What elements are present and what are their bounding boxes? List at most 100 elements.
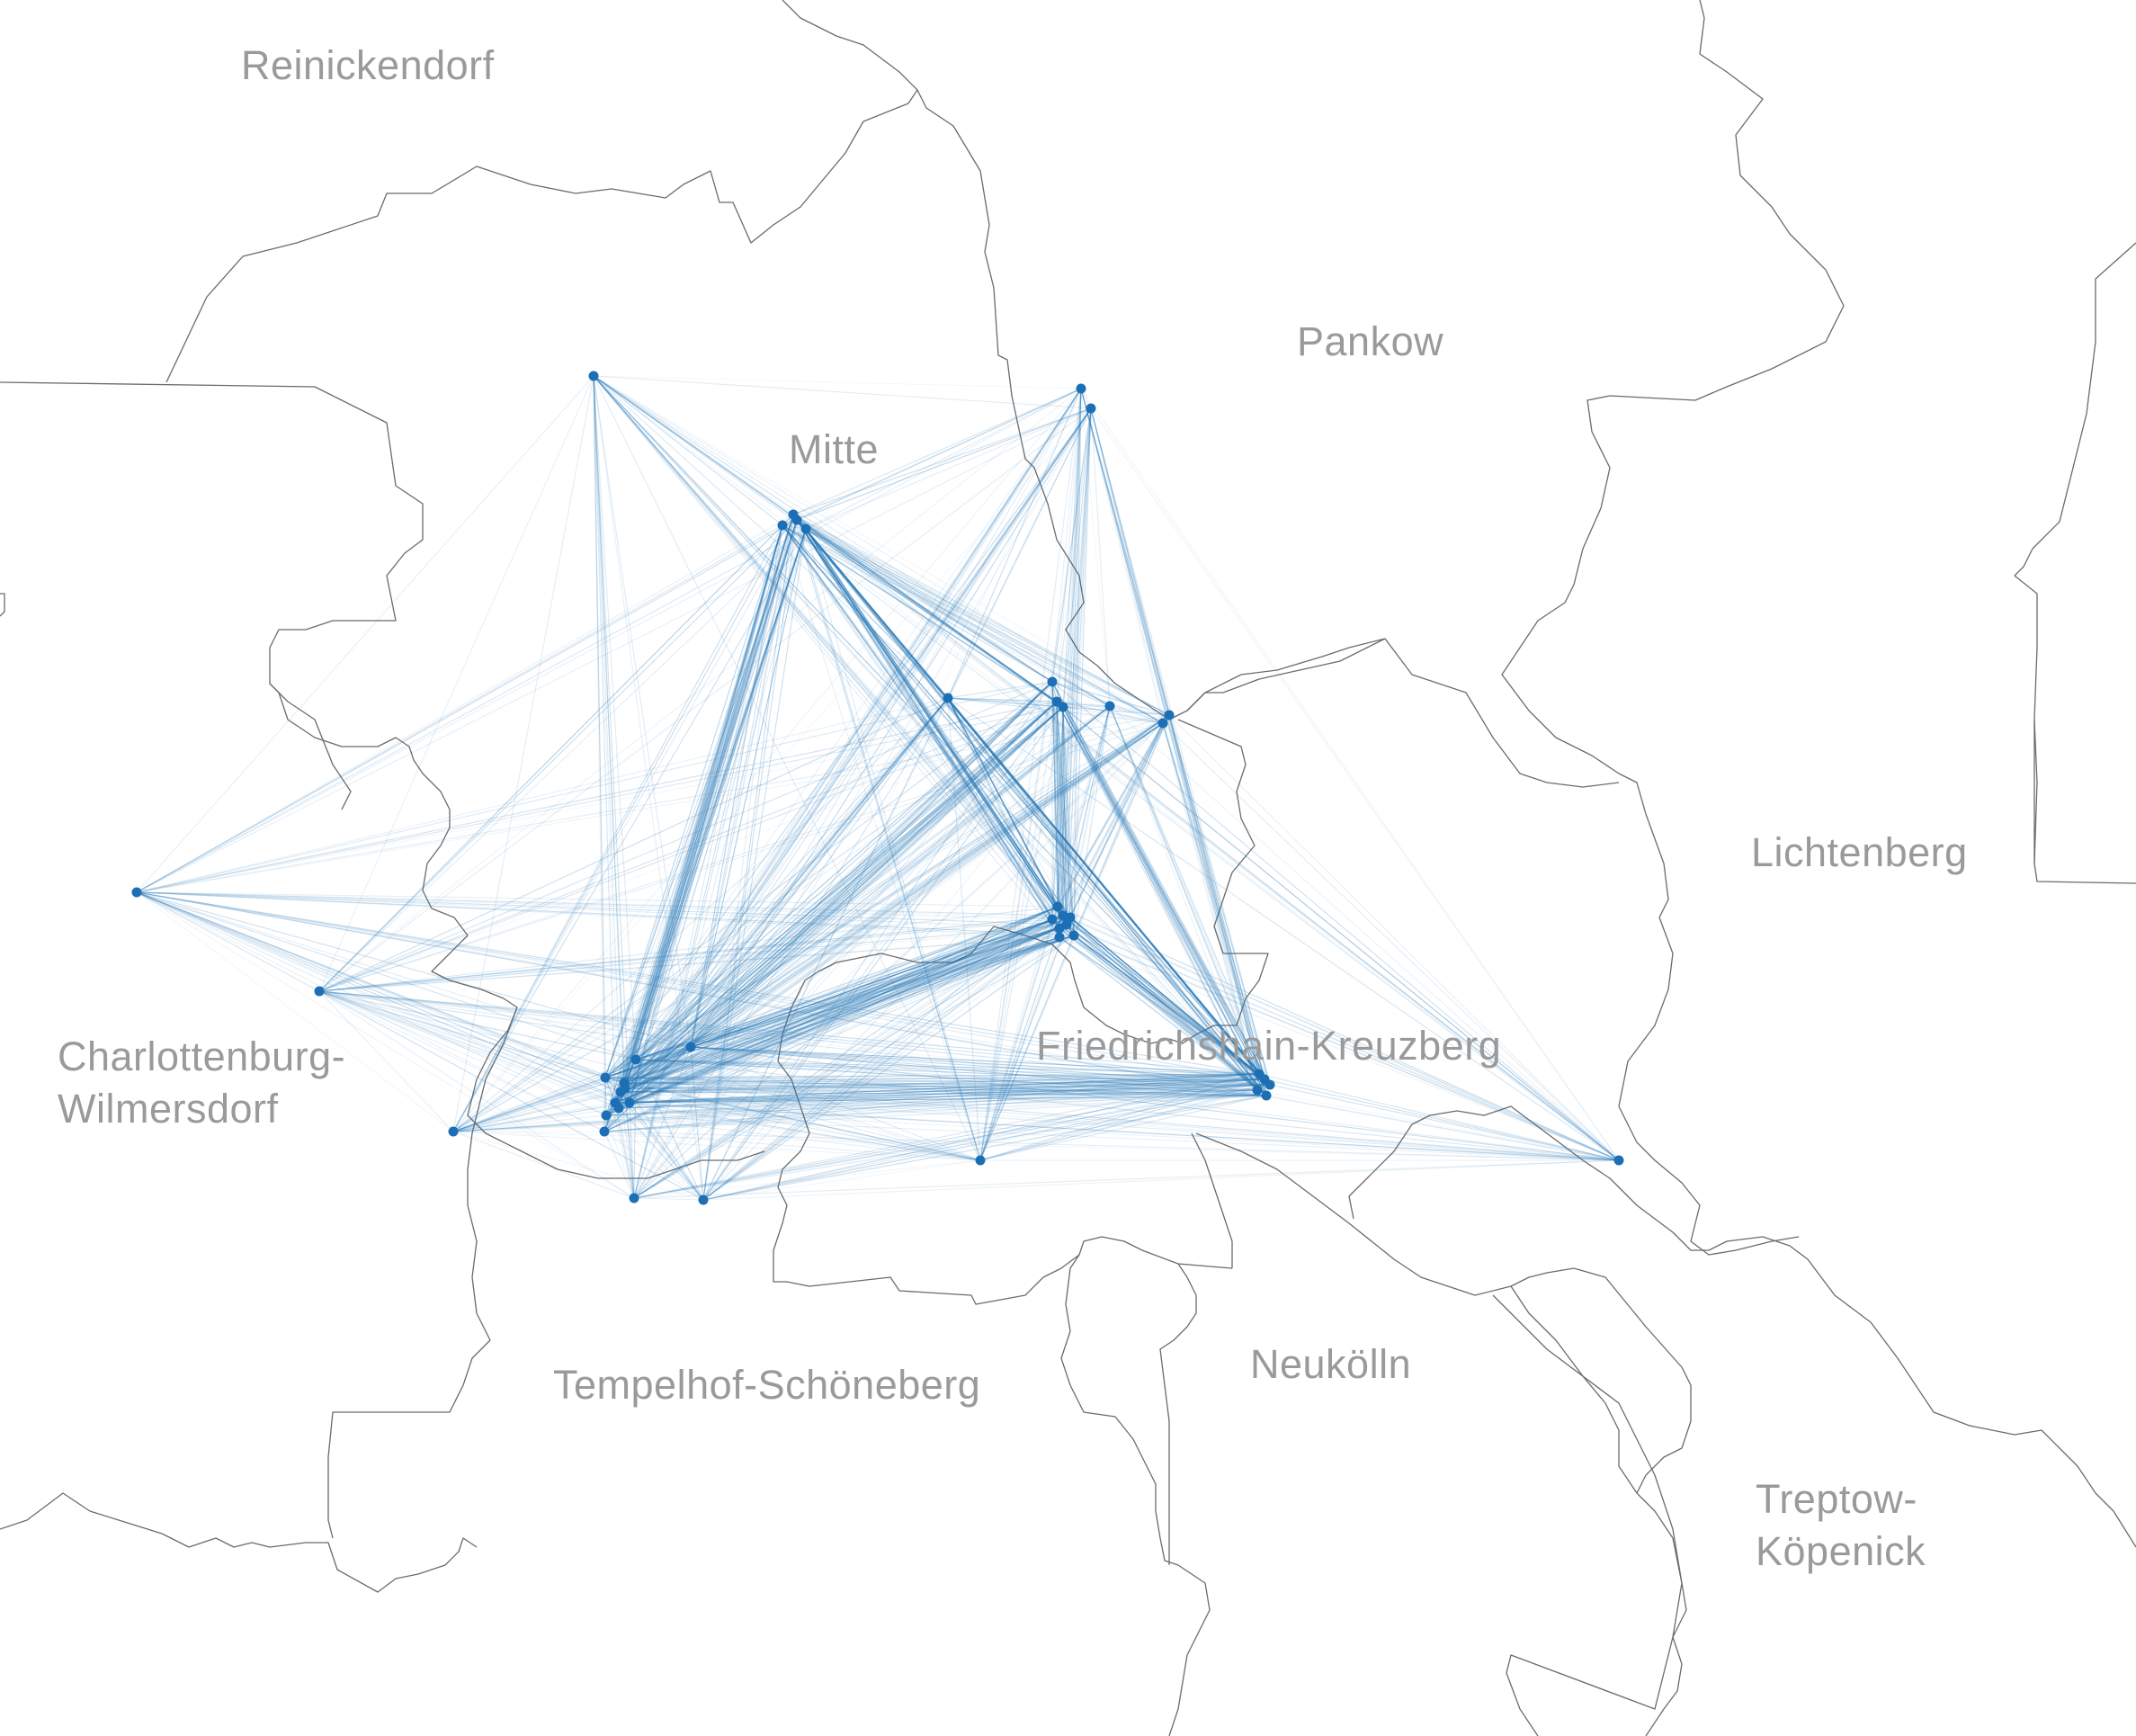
station-dot[interactable] xyxy=(800,523,811,534)
flow-line xyxy=(979,927,1060,1161)
flow-line xyxy=(702,701,1058,1201)
flow-line xyxy=(796,519,1075,936)
flow-line xyxy=(624,936,1060,1089)
station-dot[interactable] xyxy=(1252,1085,1263,1096)
flow-line xyxy=(702,519,798,1201)
flow-line xyxy=(1066,924,1265,1080)
boundary-lichtenberg-inner xyxy=(2033,719,2038,864)
station-dot[interactable] xyxy=(588,371,599,381)
station-dot[interactable] xyxy=(777,520,788,531)
flow-line xyxy=(614,1102,1620,1161)
flow-line xyxy=(690,705,1111,1048)
flow-line xyxy=(452,1114,607,1132)
flow-line xyxy=(796,519,949,699)
label-neukoelln: Neukölln xyxy=(1250,1341,1411,1387)
flow-line xyxy=(805,528,1060,929)
station-dot[interactable] xyxy=(599,1126,610,1137)
flow-line xyxy=(623,906,1059,1084)
flow-line xyxy=(1168,714,1271,1086)
station-dot[interactable] xyxy=(630,1054,641,1065)
station-dot[interactable] xyxy=(1052,901,1063,912)
flow-line xyxy=(635,1059,1265,1080)
flow-line xyxy=(635,935,1075,1060)
station-dot[interactable] xyxy=(448,1126,459,1137)
station-dot[interactable] xyxy=(1086,403,1096,414)
flow-line xyxy=(1090,407,1164,724)
flow-line xyxy=(1073,935,1620,1161)
flow-line xyxy=(624,1087,704,1201)
flow-line xyxy=(629,524,783,1104)
station-dot[interactable] xyxy=(975,1155,986,1166)
flow-line xyxy=(782,524,1071,918)
flow-line xyxy=(690,528,807,1048)
station-dot[interactable] xyxy=(629,1193,639,1204)
station-dot[interactable] xyxy=(624,1097,635,1108)
station-dot[interactable] xyxy=(1058,702,1068,712)
station-dot[interactable] xyxy=(1157,718,1168,729)
flow-line xyxy=(620,906,1059,1093)
flow-line xyxy=(1056,701,1271,1086)
flow-line xyxy=(318,722,1164,992)
flow-line xyxy=(1062,706,1267,1096)
flow-line xyxy=(623,722,1164,1084)
station-dot[interactable] xyxy=(1054,923,1065,934)
station-dot[interactable] xyxy=(620,1083,630,1094)
flow-line xyxy=(633,918,1053,1199)
flow-line xyxy=(635,706,1064,1060)
station-dot[interactable] xyxy=(698,1195,709,1205)
flow-line xyxy=(635,1059,1620,1161)
flow-line xyxy=(452,924,1068,1132)
flow-line xyxy=(796,519,1620,1161)
flow-line xyxy=(136,891,1071,918)
flow-line xyxy=(792,514,1060,938)
flow-line xyxy=(702,528,807,1201)
station-dot[interactable] xyxy=(1265,1079,1275,1090)
station-dot[interactable] xyxy=(131,887,142,898)
station-dot[interactable] xyxy=(791,515,802,525)
flow-line xyxy=(690,388,1082,1048)
station-dot[interactable] xyxy=(1076,383,1086,394)
boundary-kreuzberg-south xyxy=(1191,1132,1687,1736)
flow-line xyxy=(792,514,981,1161)
station-dot[interactable] xyxy=(1047,676,1058,687)
flow-line xyxy=(136,891,1064,917)
flow-line xyxy=(1051,681,1075,936)
flow-line xyxy=(318,528,807,992)
flow-line xyxy=(136,891,1260,1075)
station-dot[interactable] xyxy=(943,693,953,703)
station-points xyxy=(131,371,1624,1205)
flow-line xyxy=(614,528,807,1104)
flow-line xyxy=(1056,701,1164,724)
flow-line xyxy=(1059,388,1082,938)
flow-line xyxy=(452,388,1082,1132)
flow-line xyxy=(690,681,1053,1048)
station-dot[interactable] xyxy=(314,986,325,997)
flow-line xyxy=(1062,706,1620,1161)
flow-line xyxy=(614,924,1068,1104)
station-dot[interactable] xyxy=(1065,912,1076,923)
flow-line xyxy=(318,990,621,1093)
flow-line xyxy=(1057,906,1260,1075)
flow-line xyxy=(792,514,1064,917)
station-dot[interactable] xyxy=(613,1103,624,1114)
station-dot[interactable] xyxy=(601,1110,612,1121)
flow-line xyxy=(318,990,1267,1096)
station-dot[interactable] xyxy=(1047,914,1058,925)
flow-line xyxy=(629,1102,704,1201)
flow-line xyxy=(618,519,798,1109)
station-dot[interactable] xyxy=(1068,930,1079,941)
station-dot[interactable] xyxy=(1613,1155,1624,1166)
flow-line xyxy=(318,519,798,992)
flow-line xyxy=(782,524,1059,908)
station-dot[interactable] xyxy=(1054,932,1065,943)
flow-line xyxy=(1090,407,1265,1080)
station-dot[interactable] xyxy=(685,1042,696,1052)
flow-line xyxy=(318,388,1082,992)
station-dot[interactable] xyxy=(600,1072,611,1083)
flow-line xyxy=(690,1046,1620,1161)
station-dot[interactable] xyxy=(1104,701,1115,711)
flow-line xyxy=(605,681,1053,1116)
station-dot[interactable] xyxy=(1261,1090,1272,1101)
station-dot[interactable] xyxy=(1164,710,1175,720)
